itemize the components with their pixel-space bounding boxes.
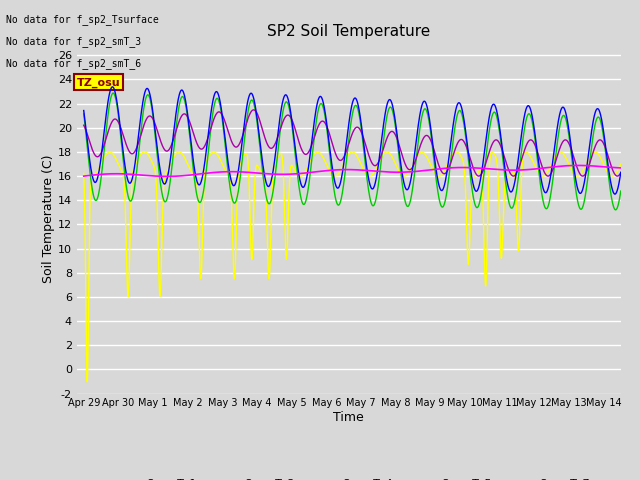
X-axis label: Time: Time (333, 411, 364, 424)
Text: No data for f_sp2_smT_3: No data for f_sp2_smT_3 (6, 36, 141, 47)
Text: No data for f_sp2_Tsurface: No data for f_sp2_Tsurface (6, 14, 159, 25)
Text: TZ_osu: TZ_osu (77, 77, 120, 87)
Y-axis label: Soil Temperature (C): Soil Temperature (C) (42, 154, 55, 283)
Text: No data for f_sp2_smT_6: No data for f_sp2_smT_6 (6, 58, 141, 69)
Legend: sp2_smT_1, sp2_smT_2, sp2_smT_4, sp2_smT_5, sp2_smT_7: sp2_smT_1, sp2_smT_2, sp2_smT_4, sp2_smT… (103, 473, 595, 480)
Title: SP2 Soil Temperature: SP2 Soil Temperature (267, 24, 431, 39)
